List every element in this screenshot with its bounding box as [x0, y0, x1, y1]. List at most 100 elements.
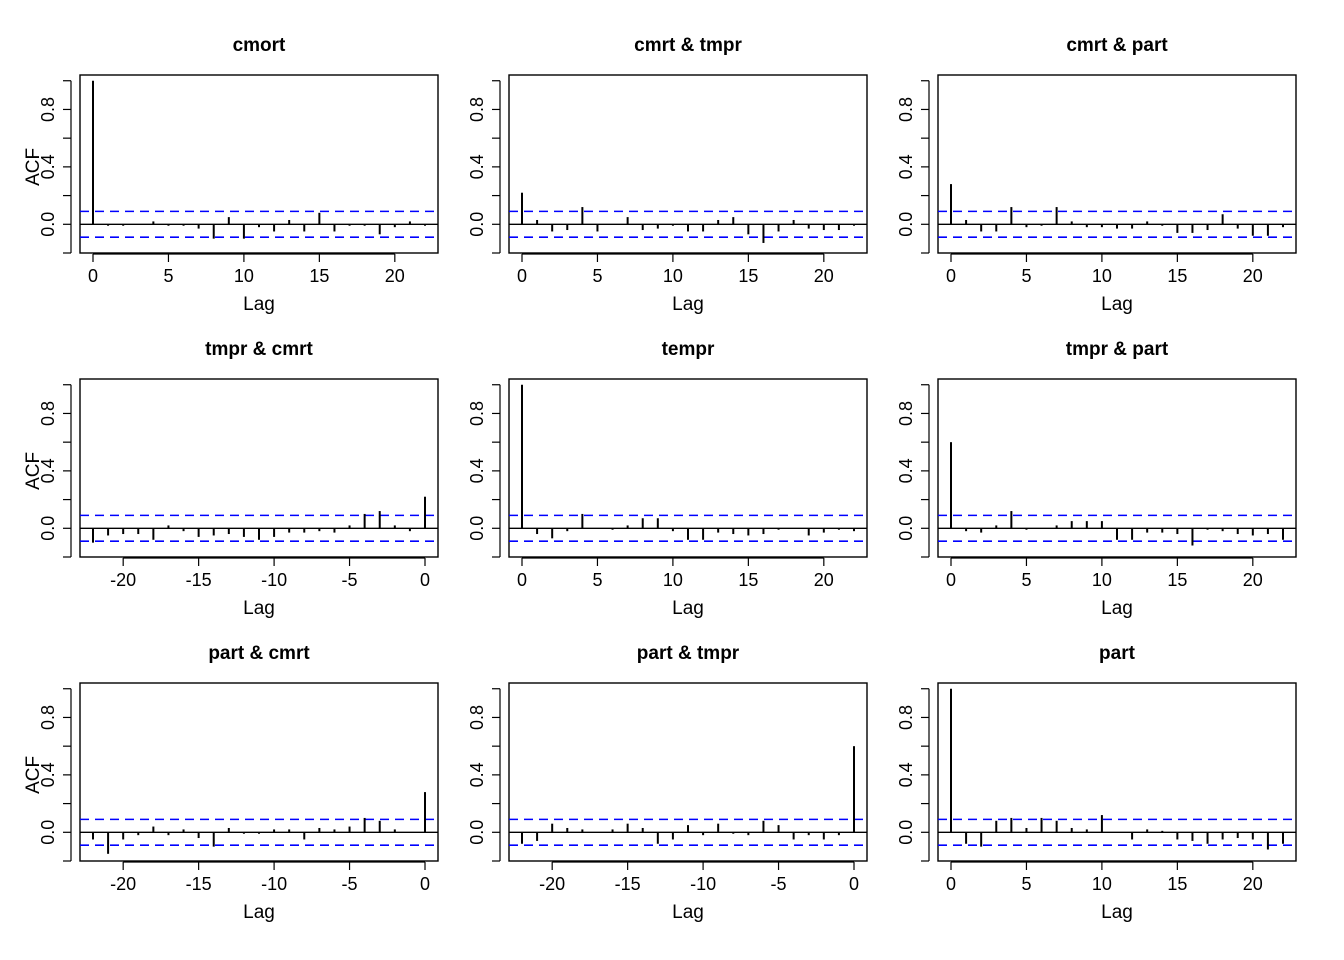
x-axis-label: Lag — [243, 598, 275, 619]
panel-title: cmrt & part — [1066, 35, 1168, 56]
y-tick-label: 0.0 — [896, 212, 916, 237]
panel-title: cmort — [233, 35, 286, 56]
plot-frame — [937, 378, 1297, 558]
panel-title: tmpr & part — [1066, 339, 1169, 360]
x-tick-label: 10 — [663, 266, 683, 286]
y-tick-label: 0.0 — [38, 516, 58, 541]
y-tick-label: 0.4 — [896, 458, 916, 483]
x-tick-label: 0 — [946, 874, 956, 894]
x-tick-label: 5 — [592, 570, 602, 590]
acf-panel: part & cmrt 0.0 0.4 0.8 ACF -20 -15 -10 -5 0 Lag — [23, 643, 439, 923]
x-axis-label: Lag — [243, 294, 275, 315]
plot-frame — [937, 682, 1297, 862]
x-tick-label: 0 — [946, 570, 956, 590]
y-tick-label: 0.8 — [38, 97, 58, 122]
x-tick-label: -10 — [261, 570, 287, 590]
y-tick-label: 0.0 — [467, 212, 487, 237]
plot-frame — [79, 378, 439, 558]
y-tick-label: 0.4 — [38, 154, 58, 179]
x-tick-label: 10 — [1092, 266, 1112, 286]
x-axis-label: Lag — [1101, 598, 1133, 619]
y-tick-label: 0.4 — [38, 762, 58, 787]
y-tick-label: 0.8 — [467, 401, 487, 426]
plot-frame — [79, 74, 439, 254]
x-tick-label: 0 — [88, 266, 98, 286]
x-tick-label: 10 — [234, 266, 254, 286]
y-axis-label: ACF — [23, 452, 44, 490]
x-tick-label: 15 — [1167, 570, 1187, 590]
x-tick-label: 0 — [517, 266, 527, 286]
x-tick-label: 0 — [946, 266, 956, 286]
plot-frame — [508, 682, 868, 862]
panel-title: part — [1099, 643, 1136, 664]
x-tick-label: 20 — [1243, 266, 1263, 286]
x-tick-label: 15 — [738, 570, 758, 590]
x-tick-label: -20 — [110, 570, 136, 590]
x-tick-label: -5 — [342, 874, 358, 894]
y-tick-label: 0.8 — [467, 705, 487, 730]
acf-panel: cmrt & tmpr 0.0 0.4 0.8 0 5 10 15 20 Lag — [467, 35, 868, 315]
y-tick-label: 0.0 — [467, 516, 487, 541]
acf-panel: tempr 0.0 0.4 0.8 0 5 10 15 20 Lag — [467, 339, 868, 619]
x-tick-label: 5 — [592, 266, 602, 286]
acf-panel: tmpr & part 0.0 0.4 0.8 0 5 10 15 20 Lag — [896, 339, 1297, 619]
y-tick-label: 0.0 — [38, 212, 58, 237]
y-tick-label: 0.4 — [467, 154, 487, 179]
y-tick-label: 0.4 — [896, 762, 916, 787]
y-tick-label: 0.0 — [896, 820, 916, 845]
y-tick-label: 0.8 — [896, 705, 916, 730]
panel-title: tmpr & cmrt — [205, 339, 313, 360]
x-tick-label: 15 — [309, 266, 329, 286]
y-tick-label: 0.8 — [896, 401, 916, 426]
x-tick-label: 20 — [385, 266, 405, 286]
y-tick-label: 0.0 — [38, 820, 58, 845]
x-tick-label: 5 — [1021, 570, 1031, 590]
y-axis-label: ACF — [23, 148, 44, 186]
x-tick-label: -15 — [615, 874, 641, 894]
x-tick-label: -20 — [110, 874, 136, 894]
y-tick-label: 0.4 — [467, 762, 487, 787]
y-axis-label: ACF — [23, 756, 44, 794]
x-axis-label: Lag — [672, 294, 704, 315]
x-tick-label: 10 — [663, 570, 683, 590]
x-tick-label: -10 — [690, 874, 716, 894]
x-tick-label: -5 — [771, 874, 787, 894]
plot-frame — [937, 74, 1297, 254]
x-axis-label: Lag — [672, 902, 704, 923]
x-tick-label: 10 — [1092, 570, 1112, 590]
x-tick-label: 20 — [814, 266, 834, 286]
plot-frame — [79, 682, 439, 862]
plot-frame — [508, 378, 868, 558]
plot-frame — [508, 74, 868, 254]
x-tick-label: 5 — [1021, 874, 1031, 894]
panel-title: part & tmpr — [637, 643, 740, 664]
y-tick-label: 0.4 — [467, 458, 487, 483]
panel-title: tempr — [662, 339, 715, 360]
x-tick-label: 0 — [420, 570, 430, 590]
x-tick-label: 0 — [849, 874, 859, 894]
x-tick-label: 0 — [517, 570, 527, 590]
x-tick-label: 20 — [1243, 874, 1263, 894]
acf-panel: part & tmpr 0.0 0.4 0.8 -20 -15 -10 -5 0 Lag — [467, 643, 868, 923]
acf-panel: part 0.0 0.4 0.8 0 5 10 15 20 Lag — [896, 643, 1297, 923]
panel-title: part & cmrt — [208, 643, 310, 664]
x-tick-label: -15 — [186, 874, 212, 894]
y-tick-label: 0.8 — [38, 401, 58, 426]
x-tick-label: 0 — [420, 874, 430, 894]
x-tick-label: -10 — [261, 874, 287, 894]
x-tick-label: 5 — [163, 266, 173, 286]
x-tick-label: 15 — [1167, 266, 1187, 286]
panel-title: cmrt & tmpr — [634, 35, 742, 56]
x-tick-label: 20 — [1243, 570, 1263, 590]
y-tick-label: 0.4 — [896, 154, 916, 179]
x-axis-label: Lag — [243, 902, 275, 923]
y-tick-label: 0.8 — [38, 705, 58, 730]
x-tick-label: 20 — [814, 570, 834, 590]
x-axis-label: Lag — [672, 598, 704, 619]
x-tick-label: 15 — [1167, 874, 1187, 894]
y-tick-label: 0.4 — [38, 458, 58, 483]
y-tick-label: 0.8 — [896, 97, 916, 122]
y-tick-label: 0.0 — [467, 820, 487, 845]
